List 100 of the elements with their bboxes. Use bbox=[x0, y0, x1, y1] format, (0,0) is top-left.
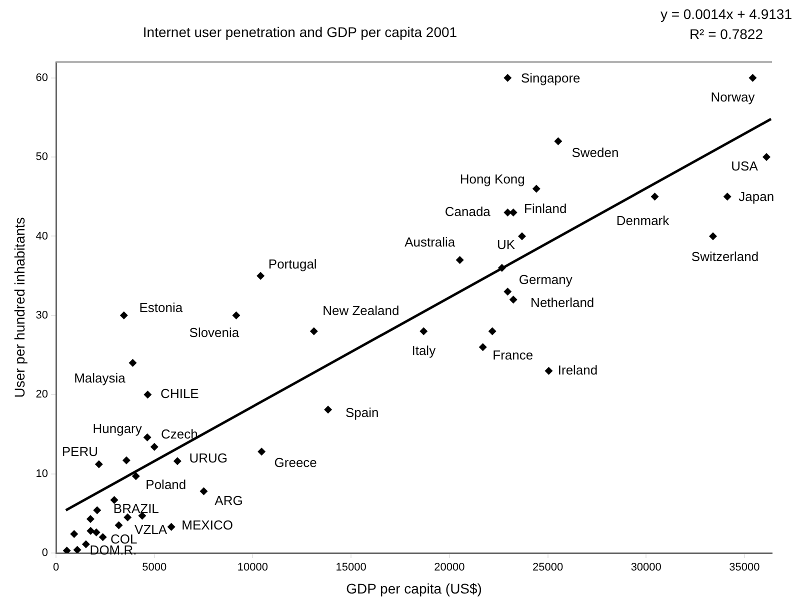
point bbox=[124, 513, 132, 522]
y-tick-label: 0 bbox=[42, 547, 48, 560]
point bbox=[256, 272, 265, 280]
data-label: Switzerland bbox=[691, 248, 759, 264]
data-label: France bbox=[492, 348, 534, 363]
point bbox=[92, 528, 100, 536]
point bbox=[532, 184, 540, 193]
data-label: Greece bbox=[274, 455, 317, 470]
data-label: COL bbox=[110, 532, 138, 547]
y-tick-label: 10 bbox=[36, 468, 48, 480]
data-label: Sweden bbox=[572, 144, 619, 160]
point bbox=[114, 521, 123, 530]
data-label: Norway bbox=[710, 89, 756, 104]
point bbox=[70, 530, 78, 538]
data-label: VZLA bbox=[134, 522, 168, 537]
point bbox=[504, 288, 512, 296]
point bbox=[173, 457, 182, 466]
data-label: Portugal bbox=[268, 256, 317, 272]
x-tick-label: 30000 bbox=[630, 562, 662, 574]
point bbox=[708, 232, 717, 240]
point bbox=[504, 74, 512, 82]
data-label: ARG bbox=[214, 492, 243, 508]
point bbox=[509, 296, 518, 304]
data-label: Estonia bbox=[139, 300, 184, 315]
y-axis-title: User per hundred inhabitants bbox=[11, 217, 28, 398]
data-label: Japan bbox=[738, 189, 774, 204]
point bbox=[93, 506, 102, 514]
y-tick-label: 40 bbox=[36, 230, 48, 242]
x-axis-title: GDP per capita (US$) bbox=[346, 580, 482, 596]
point bbox=[232, 311, 240, 320]
point bbox=[518, 232, 526, 240]
point bbox=[420, 327, 428, 336]
point bbox=[544, 366, 553, 375]
data-label: USA bbox=[731, 158, 758, 174]
text: y = 0.0014x + 4.9131 bbox=[660, 5, 792, 24]
point bbox=[498, 264, 506, 272]
point bbox=[167, 522, 176, 531]
data-label: Ireland bbox=[558, 362, 598, 378]
point bbox=[62, 546, 71, 553]
point bbox=[324, 406, 332, 414]
y-tick-label: 50 bbox=[36, 151, 48, 164]
data-label: New Zealand bbox=[322, 302, 400, 318]
point bbox=[488, 327, 496, 336]
point bbox=[86, 526, 95, 535]
data-label: Spain bbox=[345, 405, 379, 420]
point bbox=[73, 546, 82, 553]
data-label: Czech bbox=[160, 426, 198, 442]
point bbox=[94, 460, 103, 468]
point bbox=[310, 327, 318, 336]
data-label: PERU bbox=[62, 444, 98, 459]
point bbox=[144, 390, 152, 399]
point bbox=[748, 74, 757, 82]
data-label: Slovenia bbox=[189, 324, 240, 340]
point bbox=[86, 514, 94, 523]
point bbox=[98, 533, 107, 542]
data-label: Canada bbox=[444, 204, 492, 220]
x-tick-label: 0 bbox=[52, 562, 60, 574]
data-label: Hungary bbox=[92, 420, 142, 436]
data-label: Denmark bbox=[616, 213, 670, 228]
data-label: UK bbox=[496, 236, 516, 252]
data-label: Germany bbox=[518, 272, 573, 288]
x-tick-label: 10000 bbox=[237, 562, 268, 574]
data-label: Hong Kong bbox=[460, 171, 525, 186]
point bbox=[762, 153, 770, 162]
data-label: Malaysia bbox=[74, 370, 126, 386]
point bbox=[128, 358, 137, 367]
data-label: CHILE bbox=[160, 386, 200, 402]
point bbox=[110, 496, 118, 504]
x-tick-label: 25000 bbox=[532, 562, 564, 574]
x-tick-label: 5000 bbox=[142, 562, 167, 574]
data-label: Poland bbox=[146, 476, 186, 492]
point bbox=[200, 487, 208, 496]
y-tick-label: 20 bbox=[36, 388, 48, 401]
point bbox=[143, 433, 152, 442]
x-tick-label: 20000 bbox=[434, 562, 465, 574]
x-tick-label: 35000 bbox=[729, 562, 760, 574]
data-label: Netherland bbox=[530, 295, 594, 310]
point bbox=[554, 137, 562, 146]
chart-title: Internet user penetration and GDP per capita 2001 bbox=[142, 24, 458, 40]
point bbox=[122, 456, 130, 464]
point bbox=[478, 343, 487, 352]
point bbox=[723, 192, 732, 201]
point bbox=[456, 256, 464, 264]
y-tick-label: 60 bbox=[36, 72, 48, 84]
text: R² = 0.7822 bbox=[688, 25, 764, 44]
point bbox=[650, 192, 659, 201]
data-label: MEXICO bbox=[182, 517, 233, 532]
data-label: URUG bbox=[189, 450, 228, 466]
point bbox=[120, 311, 128, 320]
data-label: Singapore bbox=[521, 70, 580, 86]
point bbox=[82, 540, 90, 548]
point bbox=[150, 442, 158, 451]
x-tick-label: 15000 bbox=[336, 562, 366, 574]
data-label: Australia bbox=[404, 234, 456, 250]
y-tick-label: 30 bbox=[36, 309, 48, 322]
data-label: Italy bbox=[412, 342, 436, 358]
point bbox=[132, 472, 140, 480]
data-label: BRAZIL bbox=[113, 500, 159, 516]
data-label: Finland bbox=[524, 201, 567, 216]
point bbox=[258, 448, 266, 456]
